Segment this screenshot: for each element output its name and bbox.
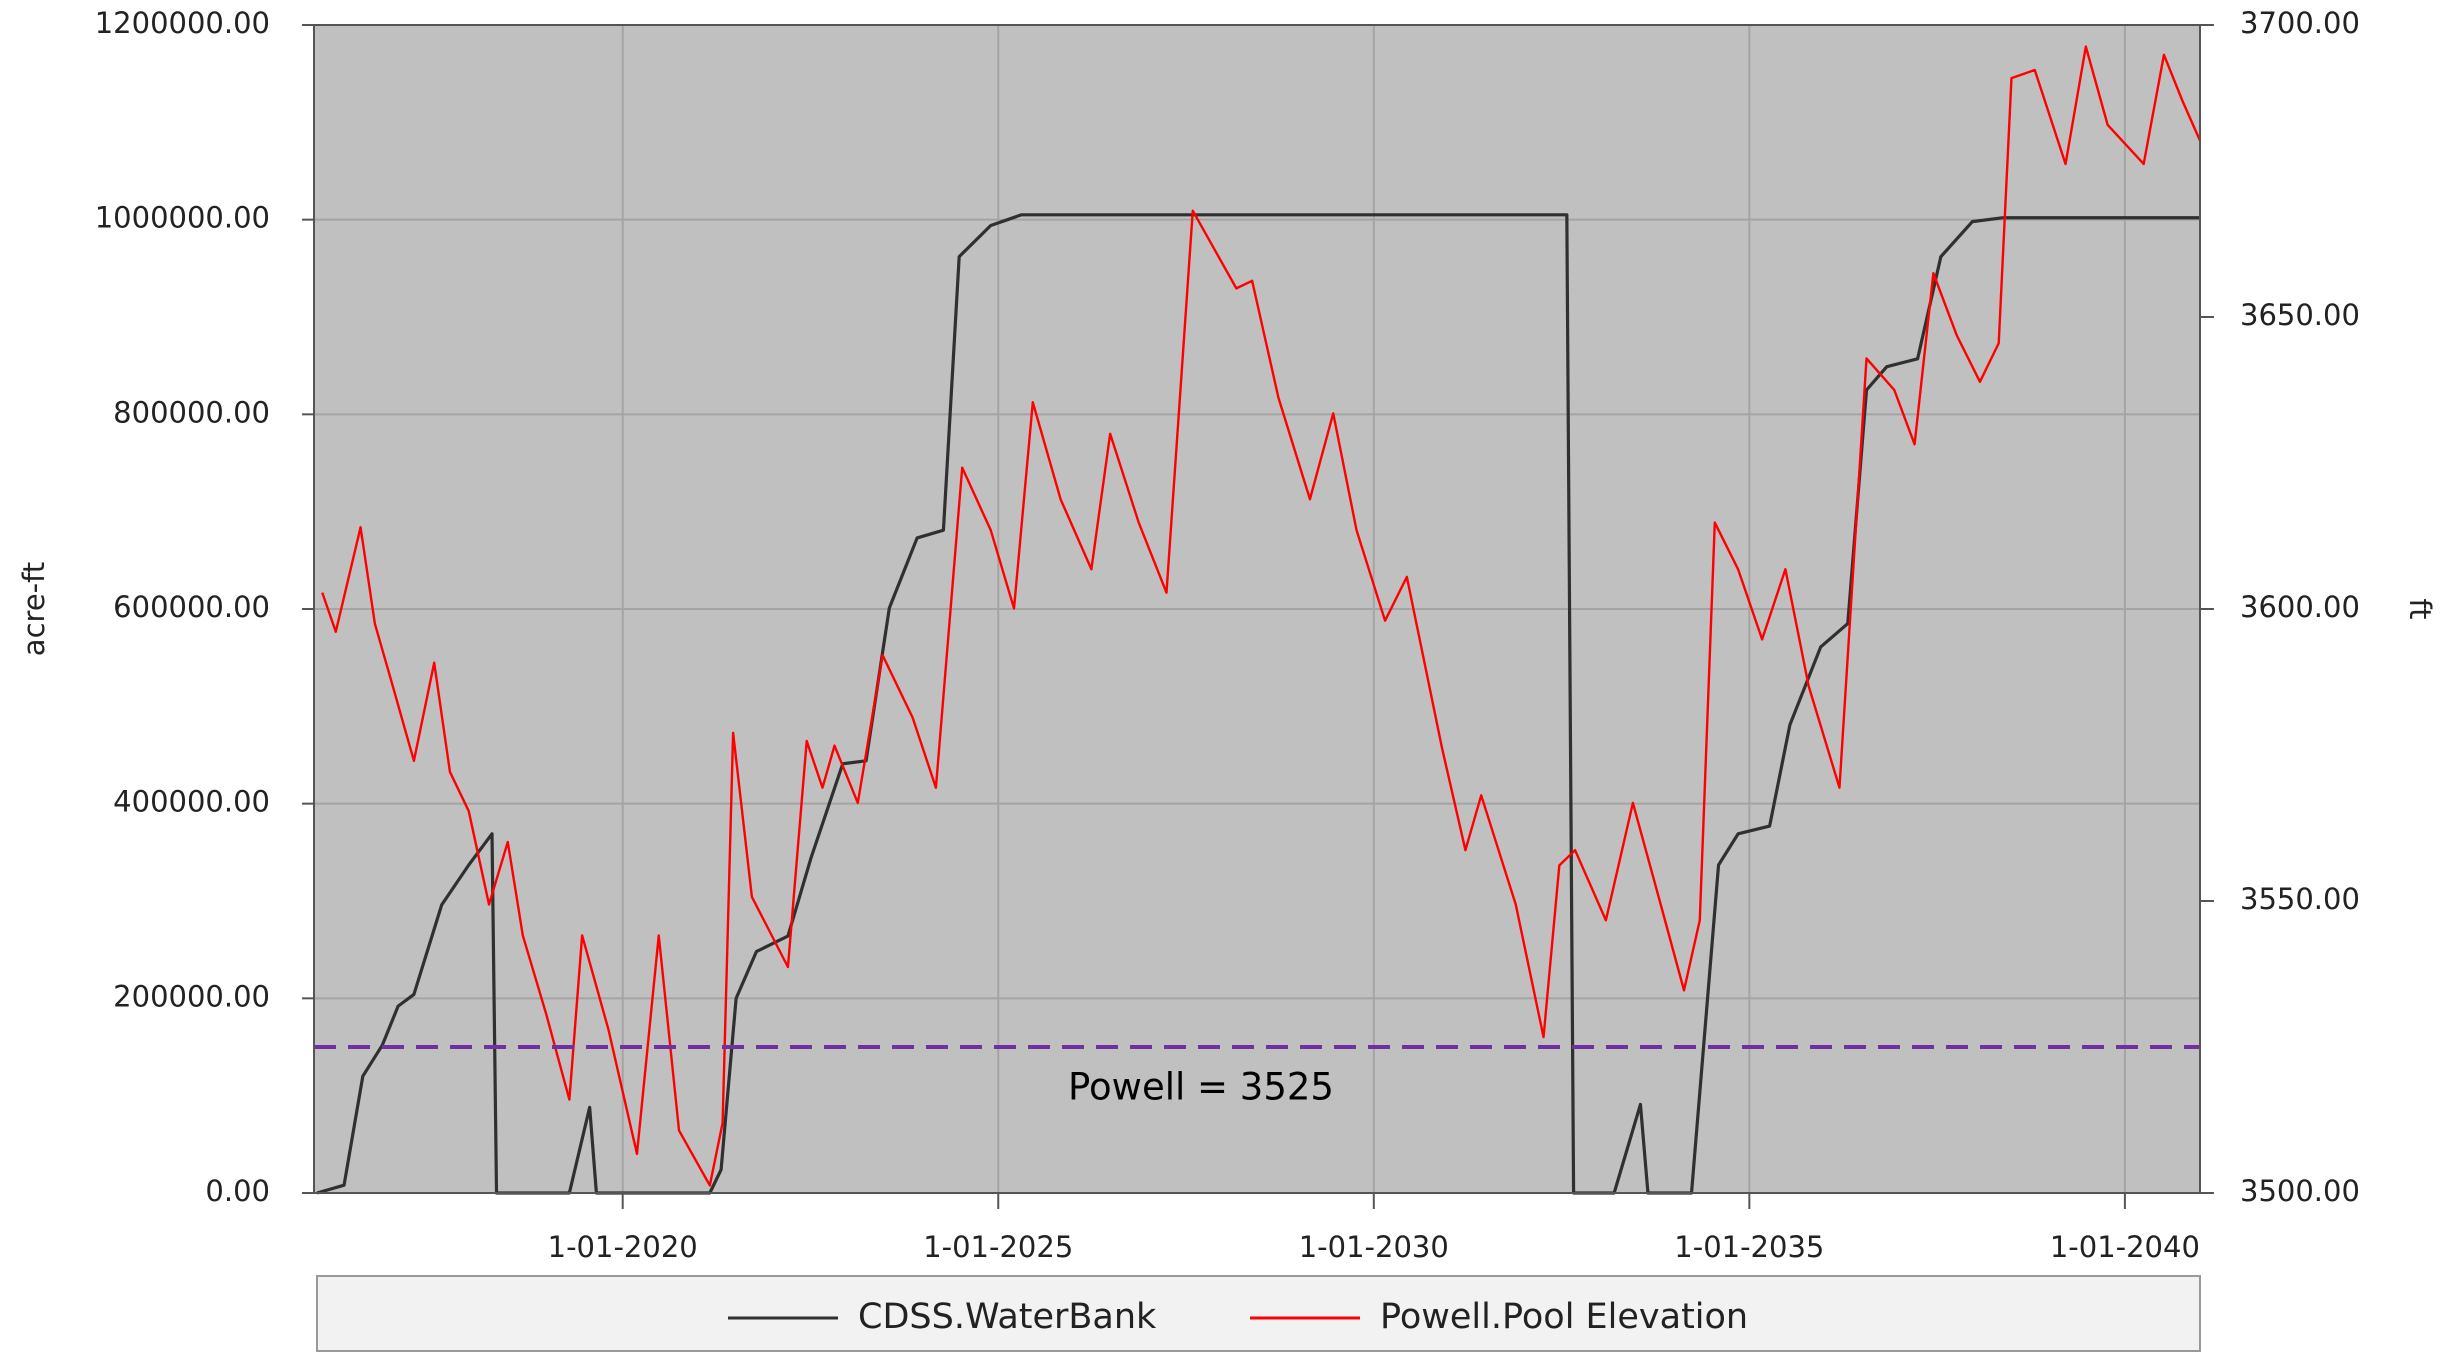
x-tick-label: 1-01-2030 bbox=[1299, 1230, 1449, 1264]
x-tick-label: 1-01-2040 bbox=[2050, 1230, 2200, 1264]
y2-axis-label: ft bbox=[2403, 598, 2437, 619]
grid bbox=[314, 24, 2200, 1194]
legend-box bbox=[316, 1275, 2201, 1352]
y-tick-label: 800000.00 bbox=[113, 395, 270, 429]
y-tick-label: 1200000.00 bbox=[95, 6, 270, 40]
y2-tick-label: 3700.00 bbox=[2240, 6, 2360, 40]
y2-tick-label: 3650.00 bbox=[2240, 298, 2360, 332]
x-tick-label: 1-01-2035 bbox=[1674, 1230, 1824, 1264]
y2-tick-label: 3500.00 bbox=[2240, 1174, 2360, 1208]
y2-tick-label: 3550.00 bbox=[2240, 882, 2360, 916]
reference-label: Powell = 3525 bbox=[1068, 1066, 1334, 1109]
y-tick-label: 0.00 bbox=[205, 1174, 270, 1208]
y-axis-label: acre-ft bbox=[17, 562, 51, 656]
x-tick-label: 1-01-2025 bbox=[923, 1230, 1073, 1264]
legend-label: Powell.Pool Elevation bbox=[1380, 1297, 1748, 1337]
line-series bbox=[316, 213, 2200, 1195]
line-series bbox=[321, 45, 2202, 1187]
legend-label: CDSS.WaterBank bbox=[858, 1297, 1157, 1337]
y-tick-label: 400000.00 bbox=[113, 785, 270, 819]
y2-tick-label: 3600.00 bbox=[2240, 590, 2360, 624]
y-tick-label: 200000.00 bbox=[113, 979, 270, 1013]
y-tick-label: 1000000.00 bbox=[95, 201, 270, 235]
x-tick-label: 1-01-2020 bbox=[548, 1230, 698, 1264]
legend: CDSS.WaterBank Powell.Pool Elevation bbox=[728, 1297, 1748, 1337]
series-layer bbox=[314, 45, 2202, 1195]
y-tick-label: 600000.00 bbox=[113, 590, 270, 624]
